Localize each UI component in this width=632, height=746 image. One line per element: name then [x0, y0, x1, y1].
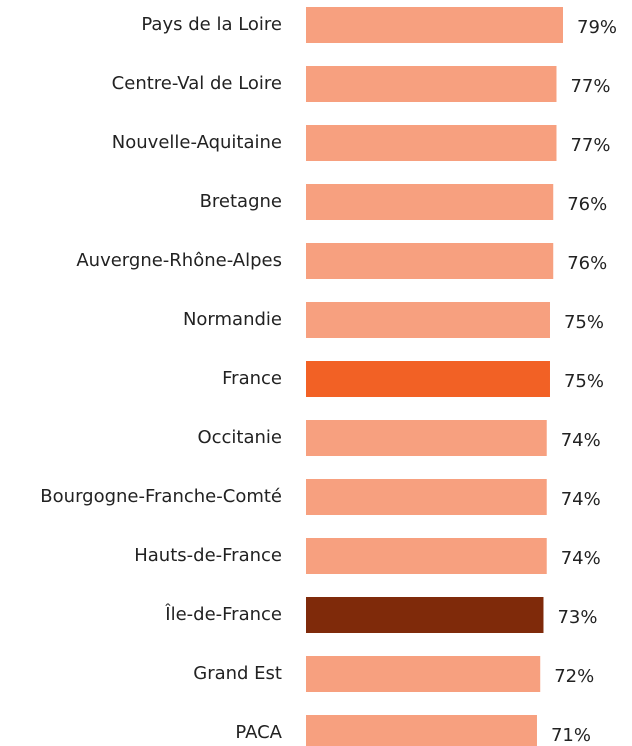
category-label: Occitanie [197, 427, 282, 448]
value-label: 72% [554, 666, 594, 687]
value-label: 79% [577, 17, 617, 38]
value-label: 75% [564, 371, 604, 392]
bar [306, 243, 554, 279]
value-label: 71% [551, 725, 591, 746]
bar [306, 125, 557, 161]
category-label: Île-de-France [164, 603, 282, 625]
category-label: PACA [235, 722, 282, 743]
bar [306, 184, 554, 220]
value-label: 77% [570, 76, 610, 97]
value-label: 74% [561, 430, 601, 451]
bar [306, 597, 544, 633]
value-label: 77% [570, 135, 610, 156]
value-label: 76% [567, 194, 607, 215]
bar [306, 361, 550, 397]
category-label: Nouvelle-Aquitaine [112, 132, 282, 153]
category-label: Centre-Val de Loire [112, 73, 282, 94]
value-label: 74% [561, 489, 601, 510]
category-label: Bourgogne-Franche-Comté [40, 486, 282, 507]
bar [306, 66, 557, 102]
bar [306, 538, 547, 574]
bar [306, 420, 547, 456]
category-label: Normandie [183, 309, 282, 330]
category-label: Bretagne [200, 191, 282, 212]
bar [306, 656, 541, 692]
category-label: Auvergne-Rhône-Alpes [76, 250, 282, 271]
value-label: 74% [561, 548, 601, 569]
category-label: France [222, 368, 282, 389]
bar [306, 7, 563, 43]
value-label: 75% [564, 312, 604, 333]
bar [306, 715, 537, 746]
bar [306, 302, 550, 338]
value-label: 73% [557, 607, 597, 628]
bar [306, 479, 547, 515]
category-label: Hauts-de-France [134, 545, 282, 566]
category-label: Pays de la Loire [141, 14, 282, 35]
category-label: Grand Est [193, 663, 282, 684]
value-label: 76% [567, 253, 607, 274]
